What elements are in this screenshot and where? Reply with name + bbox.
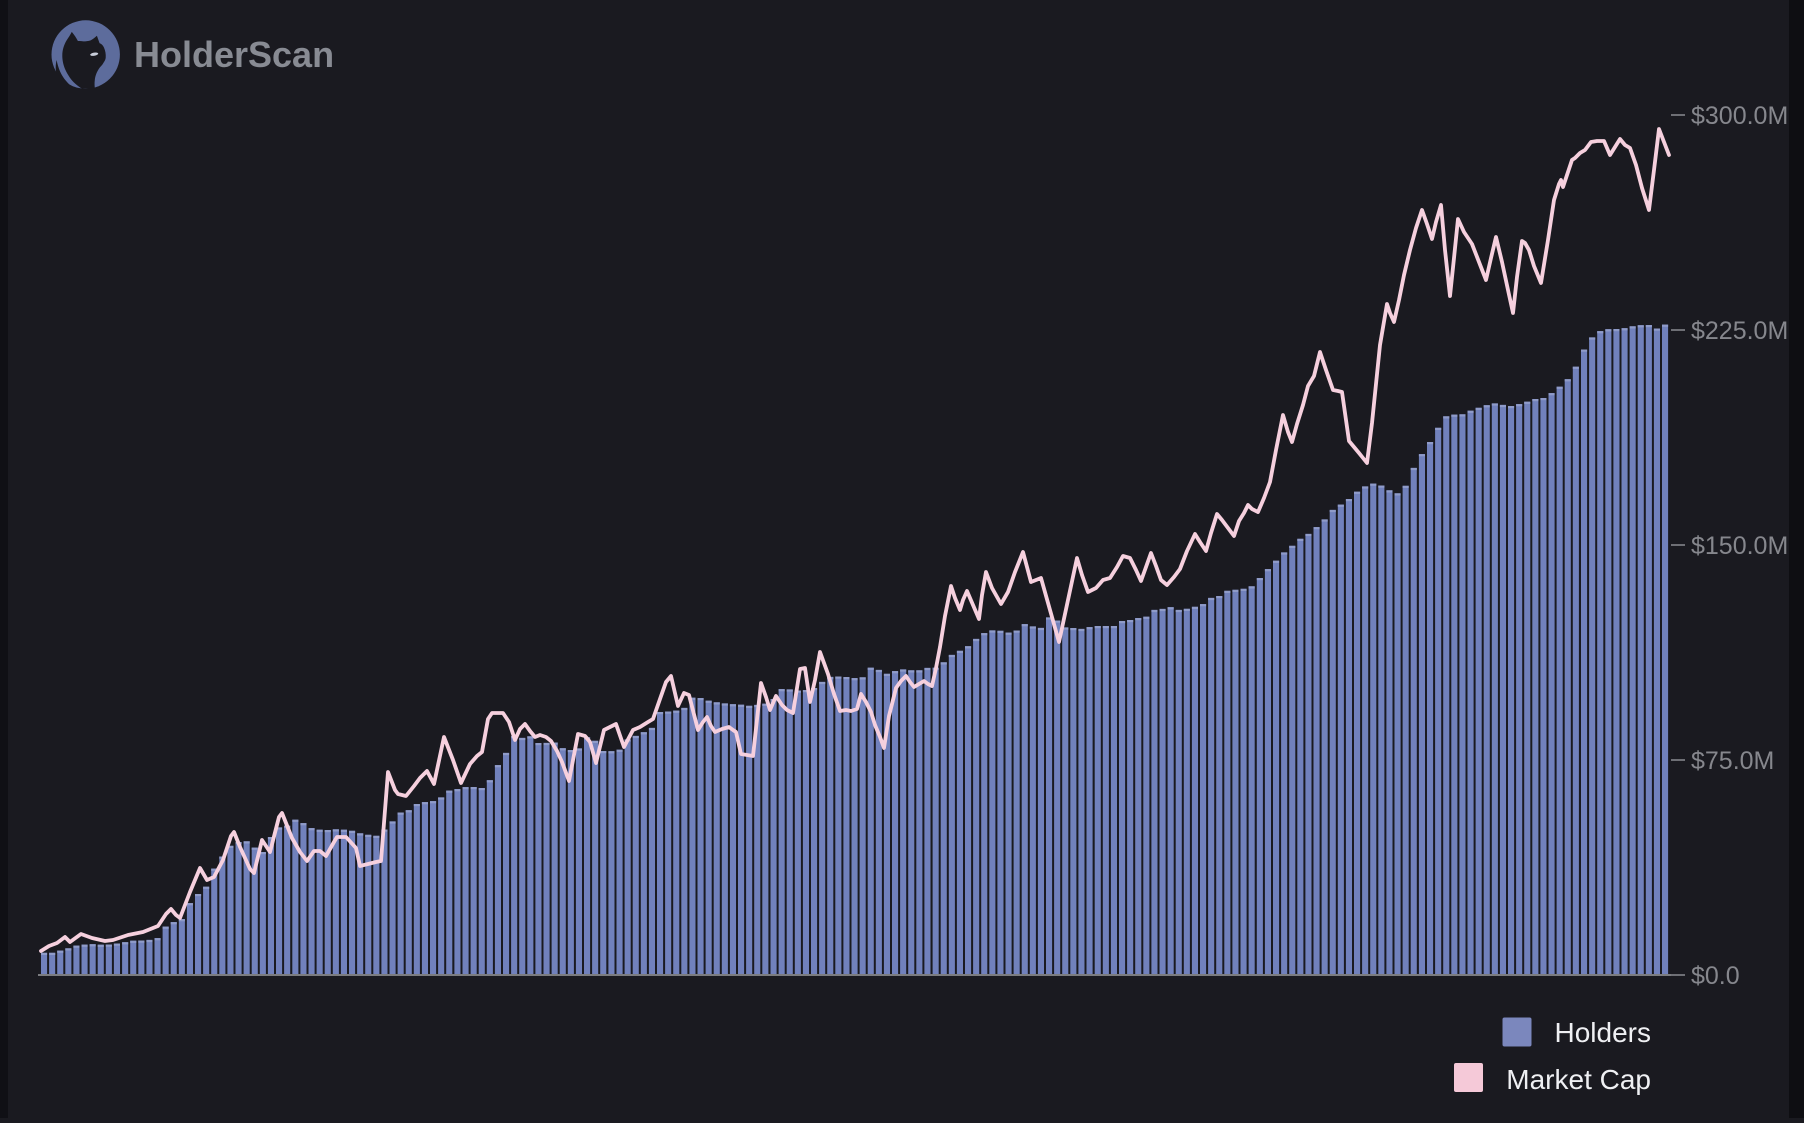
svg-text:$0.0: $0.0	[1691, 962, 1740, 990]
svg-text:Market Cap: Market Cap	[1506, 1064, 1651, 1095]
svg-text:$150.0M: $150.0M	[1691, 532, 1788, 560]
svg-text:$300.0M: $300.0M	[1691, 102, 1788, 130]
svg-text:$75.0M: $75.0M	[1691, 747, 1774, 775]
svg-text:Holders: Holders	[1555, 1017, 1651, 1048]
svg-text:$225.0M: $225.0M	[1691, 317, 1788, 345]
svg-text:HolderScan: HolderScan	[134, 34, 334, 75]
